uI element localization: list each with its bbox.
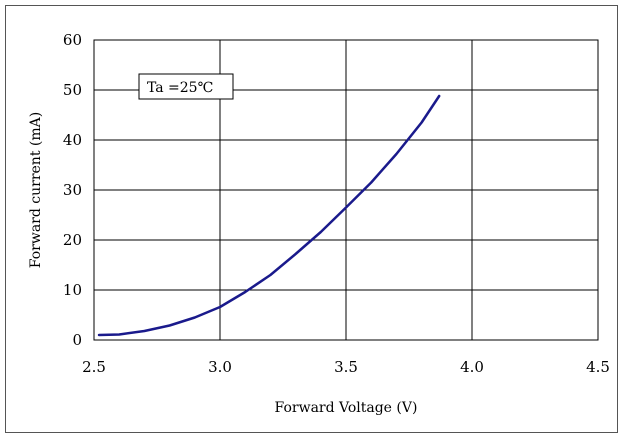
annotation-text: Ta =25℃ <box>147 80 213 96</box>
annotation-box: Ta =25℃ <box>138 73 234 100</box>
y-tick-label: 40 <box>63 131 82 149</box>
series-line <box>97 94 441 337</box>
plot-area-border <box>93 39 599 341</box>
chart-frame <box>5 5 618 433</box>
x-tick-label: 3.0 <box>208 358 232 376</box>
y-tick-label: 10 <box>63 281 82 299</box>
y-tick-label: 20 <box>63 231 82 249</box>
x-axis-label: Forward Voltage (V) <box>275 400 418 416</box>
x-tick-label: 3.5 <box>334 358 358 376</box>
series-layer <box>97 94 441 337</box>
y-tick-label: 0 <box>72 331 82 349</box>
x-tick-label: 4.0 <box>460 358 484 376</box>
y-axis-label: Forward current (mA) <box>28 112 44 268</box>
y-tick-label: 30 <box>63 181 82 199</box>
y-tick-label: 50 <box>63 81 82 99</box>
x-tick-label: 2.5 <box>82 358 106 376</box>
y-tick-label: 60 <box>63 31 82 49</box>
x-tick-label: 4.5 <box>586 358 610 376</box>
tick-labels: 0 10 20 30 40 50 60 2.5 3.0 3.5 4.0 4.5 <box>63 31 610 376</box>
